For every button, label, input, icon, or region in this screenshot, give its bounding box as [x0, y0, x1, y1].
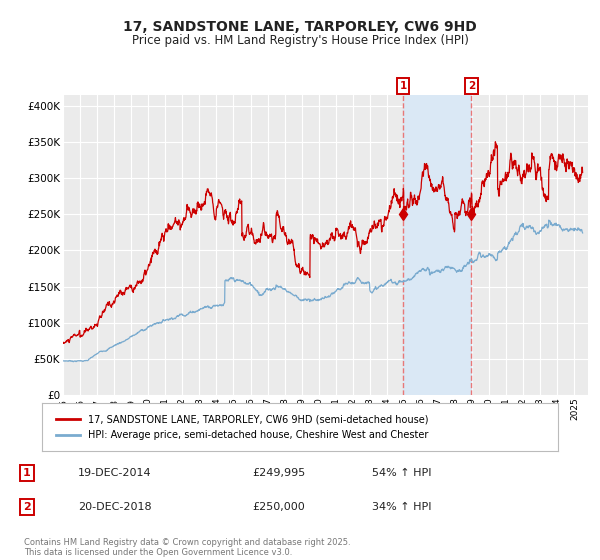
- Text: 54% ↑ HPI: 54% ↑ HPI: [372, 468, 431, 478]
- Text: 34% ↑ HPI: 34% ↑ HPI: [372, 502, 431, 512]
- Text: 17, SANDSTONE LANE, TARPORLEY, CW6 9HD: 17, SANDSTONE LANE, TARPORLEY, CW6 9HD: [123, 20, 477, 34]
- Text: 2: 2: [468, 81, 475, 91]
- Text: Price paid vs. HM Land Registry's House Price Index (HPI): Price paid vs. HM Land Registry's House …: [131, 34, 469, 46]
- Legend: 17, SANDSTONE LANE, TARPORLEY, CW6 9HD (semi-detached house), HPI: Average price: 17, SANDSTONE LANE, TARPORLEY, CW6 9HD (…: [52, 410, 433, 444]
- Bar: [403, 95, 472, 395]
- Text: 20-DEC-2018: 20-DEC-2018: [78, 502, 152, 512]
- Text: Contains HM Land Registry data © Crown copyright and database right 2025.
This d: Contains HM Land Registry data © Crown c…: [24, 538, 350, 557]
- Text: £250,000: £250,000: [252, 502, 305, 512]
- Text: 1: 1: [23, 468, 31, 478]
- Text: 19-DEC-2014: 19-DEC-2014: [78, 468, 152, 478]
- Text: 2: 2: [23, 502, 31, 512]
- Text: 1: 1: [400, 81, 407, 91]
- Text: £249,995: £249,995: [252, 468, 305, 478]
